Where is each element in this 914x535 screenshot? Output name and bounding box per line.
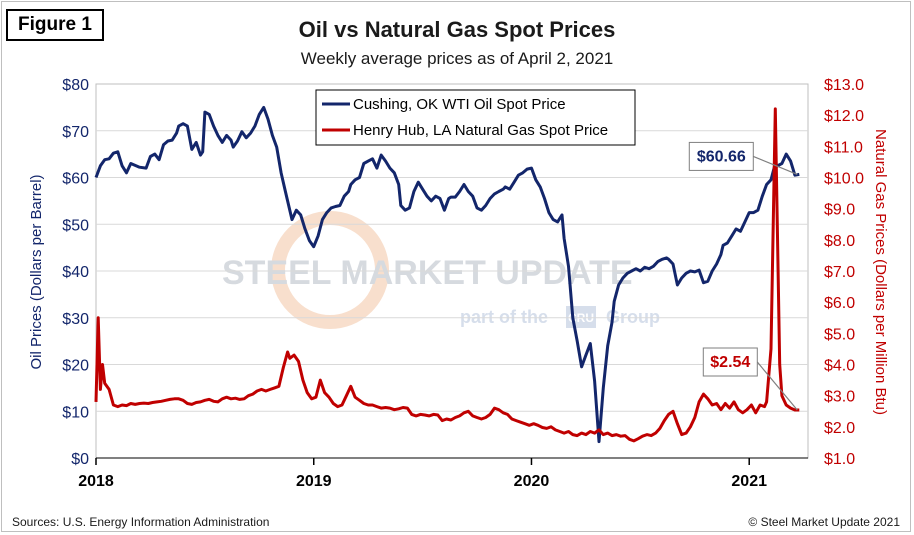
right-tick-label: $8.0 [824, 233, 855, 250]
right-tick-label: $9.0 [824, 202, 855, 219]
callouts: $60.66 $2.54 [688, 141, 798, 411]
x-tick-label: 2018 [78, 473, 114, 490]
right-tick-label: $1.0 [824, 451, 855, 468]
callout-gas-box [702, 347, 758, 377]
left-axis-title: Oil Prices (Dollars per Barrel) [28, 174, 45, 369]
gas-price-line [94, 107, 800, 443]
left-tick-label: $30 [62, 311, 89, 328]
legend-box [315, 89, 636, 146]
copyright-note: © Steel Market Update 2021 [748, 515, 900, 529]
legend-label-gas: Henry Hub, LA Natural Gas Spot Price [353, 122, 608, 139]
right-tick-label: $2.0 [824, 420, 855, 437]
callout-oil-box [688, 141, 754, 171]
left-tick-label: $50 [62, 217, 89, 234]
right-axis-title: Natural Gas Prices (Dollars per Million … [872, 129, 889, 415]
left-tick-label: $0 [71, 451, 89, 468]
watermark-tagline-right: Group [606, 307, 660, 327]
series-lines [94, 105, 800, 444]
watermark-brand: STEEL MARKET UPDATE [222, 254, 633, 292]
x-axis: 2018 2019 2020 2021 [78, 457, 808, 490]
watermark-tagline-left: part of the [460, 307, 548, 327]
figure-label: Figure 1 [6, 9, 104, 41]
right-tick-label: $7.0 [824, 264, 855, 281]
chart-title: Oil vs Natural Gas Spot Prices [298, 17, 616, 42]
chart-subtitle: Weekly average prices as of April 2, 202… [300, 49, 614, 68]
right-tick-label: $3.0 [824, 389, 855, 406]
watermark-swoosh-icon [271, 211, 389, 329]
right-axis: $1.0 $2.0 $3.0 $4.0 $5.0 $6.0 $7.0 $8.0 $9.0 $10.… [824, 77, 864, 468]
left-tick-label: $80 [62, 77, 89, 94]
right-tick-label: $10.0 [824, 171, 864, 188]
x-tick-label: 2020 [514, 473, 550, 490]
legend-label-oil: Cushing, OK WTI Oil Spot Price [353, 96, 566, 113]
right-tick-label: $13.0 [824, 77, 864, 94]
source-note: Sources: U.S. Energy Information Adminis… [12, 515, 270, 529]
callout-gas-label: $2.54 [710, 354, 750, 371]
right-tick-label: $6.0 [824, 295, 855, 312]
x-tick-label: 2019 [296, 473, 332, 490]
legend: Cushing, OK WTI Oil Spot Price Henry Hub… [315, 89, 636, 146]
left-tick-label: $20 [62, 358, 89, 375]
left-tick-label: $40 [62, 264, 89, 281]
watermark: STEEL MARKET UPDATE part of the CRU Grou… [222, 211, 660, 329]
callout-oil-leader [753, 155, 798, 175]
left-axis: $0 $10 $20 $30 $40 $50 $60 $70 $80 [62, 77, 89, 468]
left-tick-label: $10 [62, 404, 89, 421]
x-tick-label: 2021 [731, 473, 767, 490]
callout-gas-leader [756, 361, 798, 411]
right-tick-label: $11.0 [824, 139, 863, 156]
oil-price-line [94, 105, 800, 444]
right-tick-label: $4.0 [824, 358, 855, 375]
left-tick-label: $70 [62, 124, 89, 141]
left-tick-label: $60 [62, 171, 89, 188]
right-tick-label: $5.0 [824, 326, 855, 343]
right-tick-label: $12.0 [824, 108, 864, 125]
callout-oil-label: $60.66 [697, 148, 746, 165]
